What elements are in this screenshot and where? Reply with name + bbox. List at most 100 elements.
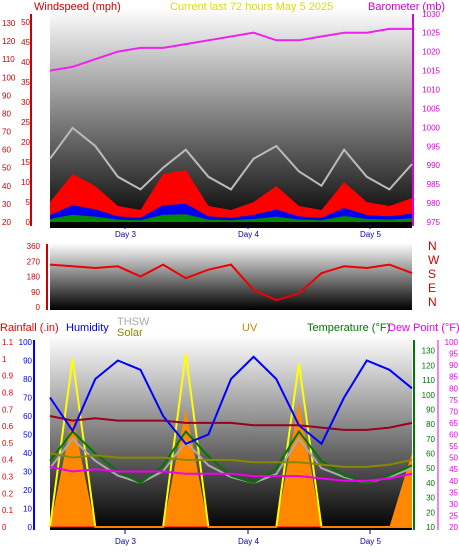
baro-tick-label: 985	[427, 180, 441, 189]
humidity-tick-label: 100	[19, 338, 33, 347]
wind-tick-label-a: 100	[2, 73, 16, 82]
humidity-tick-label: 60	[23, 412, 32, 421]
wind-tick-label-b: 35	[21, 78, 30, 87]
legend-dewpoint: Dew Point (°F)	[388, 322, 459, 334]
temperature-tick-label: 80	[426, 420, 435, 429]
wind-tick-label-b: 15	[21, 158, 30, 167]
series-solar-avg	[49, 452, 413, 468]
rain-tick-label: 0.9	[2, 372, 14, 381]
rain-tick-label: 0.1	[2, 506, 14, 515]
rain-tick-label: 1.1	[2, 338, 14, 347]
rain-tick-label: 0.5	[2, 439, 14, 448]
temperature-tick-label: 90	[426, 405, 435, 414]
wind-tick-label-b: 30	[21, 98, 30, 107]
direction-tick-label: 360	[27, 242, 41, 251]
panel3-background	[50, 335, 412, 530]
dewpoint-tick-label: 80	[449, 384, 458, 393]
wind-tick-label-a: 130	[2, 19, 16, 28]
dewpoint-tick-label: 85	[449, 373, 458, 382]
humidity-tick-label: 30	[23, 468, 32, 477]
series-gust	[49, 126, 413, 191]
dewpoint-tick-label: 90	[449, 361, 458, 370]
panel-wind-barometer: Windspeed (mph) Current last 72 hours Ma…	[2, 1, 445, 239]
temperature-tick-label: 60	[426, 450, 435, 459]
series-barometer	[49, 27, 412, 72]
rain-tick-label: 0.2	[2, 489, 14, 498]
direction-tick-label: 0	[36, 303, 41, 312]
baro-tick-label: 980	[427, 199, 441, 208]
dewpoint-tick-label: 25	[449, 511, 458, 520]
baro-tick-label: 995	[427, 142, 441, 151]
humidity-tick-label: 0	[28, 523, 33, 532]
wind-tick-label-b: 10	[21, 178, 30, 187]
panel1-axes: 2030405060708090100110120130051015202530…	[2, 10, 441, 239]
rain-tick-label: 0.6	[2, 422, 14, 431]
series-windspeed-low	[50, 214, 412, 222]
wind-tick-label-a: 90	[2, 91, 11, 100]
series-temperature	[49, 429, 413, 485]
humidity-tick-label: 50	[23, 431, 32, 440]
x-tick-label: Day 5	[360, 230, 381, 239]
dewpoint-tick-label: 55	[449, 442, 458, 451]
baro-tick-label: 1005	[422, 104, 440, 113]
dewpoint-tick-label: 40	[449, 477, 458, 486]
baro-tick-label: 1010	[422, 86, 440, 95]
wind-tick-label-b: 20	[21, 138, 30, 147]
temperature-tick-label: 120	[422, 361, 436, 370]
wind-tick-label-b: 0	[26, 218, 31, 227]
baro-tick-label: 1030	[422, 10, 440, 19]
series-wind-direction	[49, 263, 413, 302]
legend-rainfall: Rainfall (.in)	[0, 322, 59, 334]
direction-tick-label: 90	[31, 288, 40, 297]
direction-tick-label: 270	[27, 257, 41, 266]
wind-tick-label-a: 60	[2, 146, 11, 155]
x-tick-label: Day 4	[238, 537, 259, 546]
baro-tick-label: 1000	[422, 123, 440, 132]
legend-thsw: THSW	[117, 316, 150, 328]
humidity-tick-label: 40	[23, 449, 32, 458]
dewpoint-tick-label: 75	[449, 396, 458, 405]
baro-tick-label: 1025	[422, 29, 440, 38]
compass-label: W	[428, 253, 440, 267]
series-humidity	[49, 355, 413, 446]
compass-label: N	[428, 239, 437, 253]
temperature-tick-label: 70	[426, 435, 435, 444]
wind-tick-label-a: 40	[2, 182, 11, 191]
series-uv	[50, 401, 412, 527]
panel-rain-humidity-temp: Rainfall (.in) Humidity THSW Solar UV Te…	[0, 316, 459, 546]
temperature-tick-label: 20	[426, 508, 435, 517]
dewpoint-tick-label: 30	[449, 500, 458, 509]
compass-label: S	[428, 267, 436, 281]
x-tick-label: Day 3	[115, 537, 136, 546]
wind-tick-label-a: 30	[2, 200, 11, 209]
legend-humidity: Humidity	[66, 322, 109, 334]
rain-tick-label: 0.4	[2, 456, 14, 465]
baro-tick-label: 1015	[422, 67, 440, 76]
wind-tick-label-b: 40	[21, 58, 30, 67]
panel2-series	[49, 263, 413, 302]
temperature-tick-label: 110	[422, 376, 435, 385]
dewpoint-tick-label: 35	[449, 488, 458, 497]
panel2-background	[50, 243, 412, 310]
baro-tick-label: 975	[427, 218, 441, 227]
wind-tick-label-a: 20	[2, 218, 11, 227]
dewpoint-tick-label: 50	[449, 454, 458, 463]
dewpoint-tick-label: 20	[449, 523, 458, 532]
compass-label: E	[428, 281, 436, 295]
dewpoint-tick-label: 70	[449, 407, 458, 416]
wind-tick-label-a: 120	[2, 37, 16, 46]
wind-tick-label-a: 80	[2, 109, 11, 118]
dewpoint-tick-label: 100	[445, 338, 459, 347]
baro-tick-label: 1020	[422, 48, 440, 57]
panel3-axes: 0 0.1 0.2 0.3 0.4 0.5 0.6 0.7 0.8 0.9 1 1.1 0 10 20 30 4…	[2, 338, 459, 546]
wind-tick-label-b: 50	[21, 18, 30, 27]
temperature-tick-label: 50	[426, 464, 435, 473]
rain-tick-label: 0.7	[2, 405, 14, 414]
panel3-series	[49, 353, 413, 528]
rain-tick-label: 0	[2, 523, 7, 532]
temperature-tick-label: 100	[422, 391, 436, 400]
humidity-tick-label: 90	[23, 357, 32, 366]
temperature-tick-label: 130	[422, 347, 436, 356]
